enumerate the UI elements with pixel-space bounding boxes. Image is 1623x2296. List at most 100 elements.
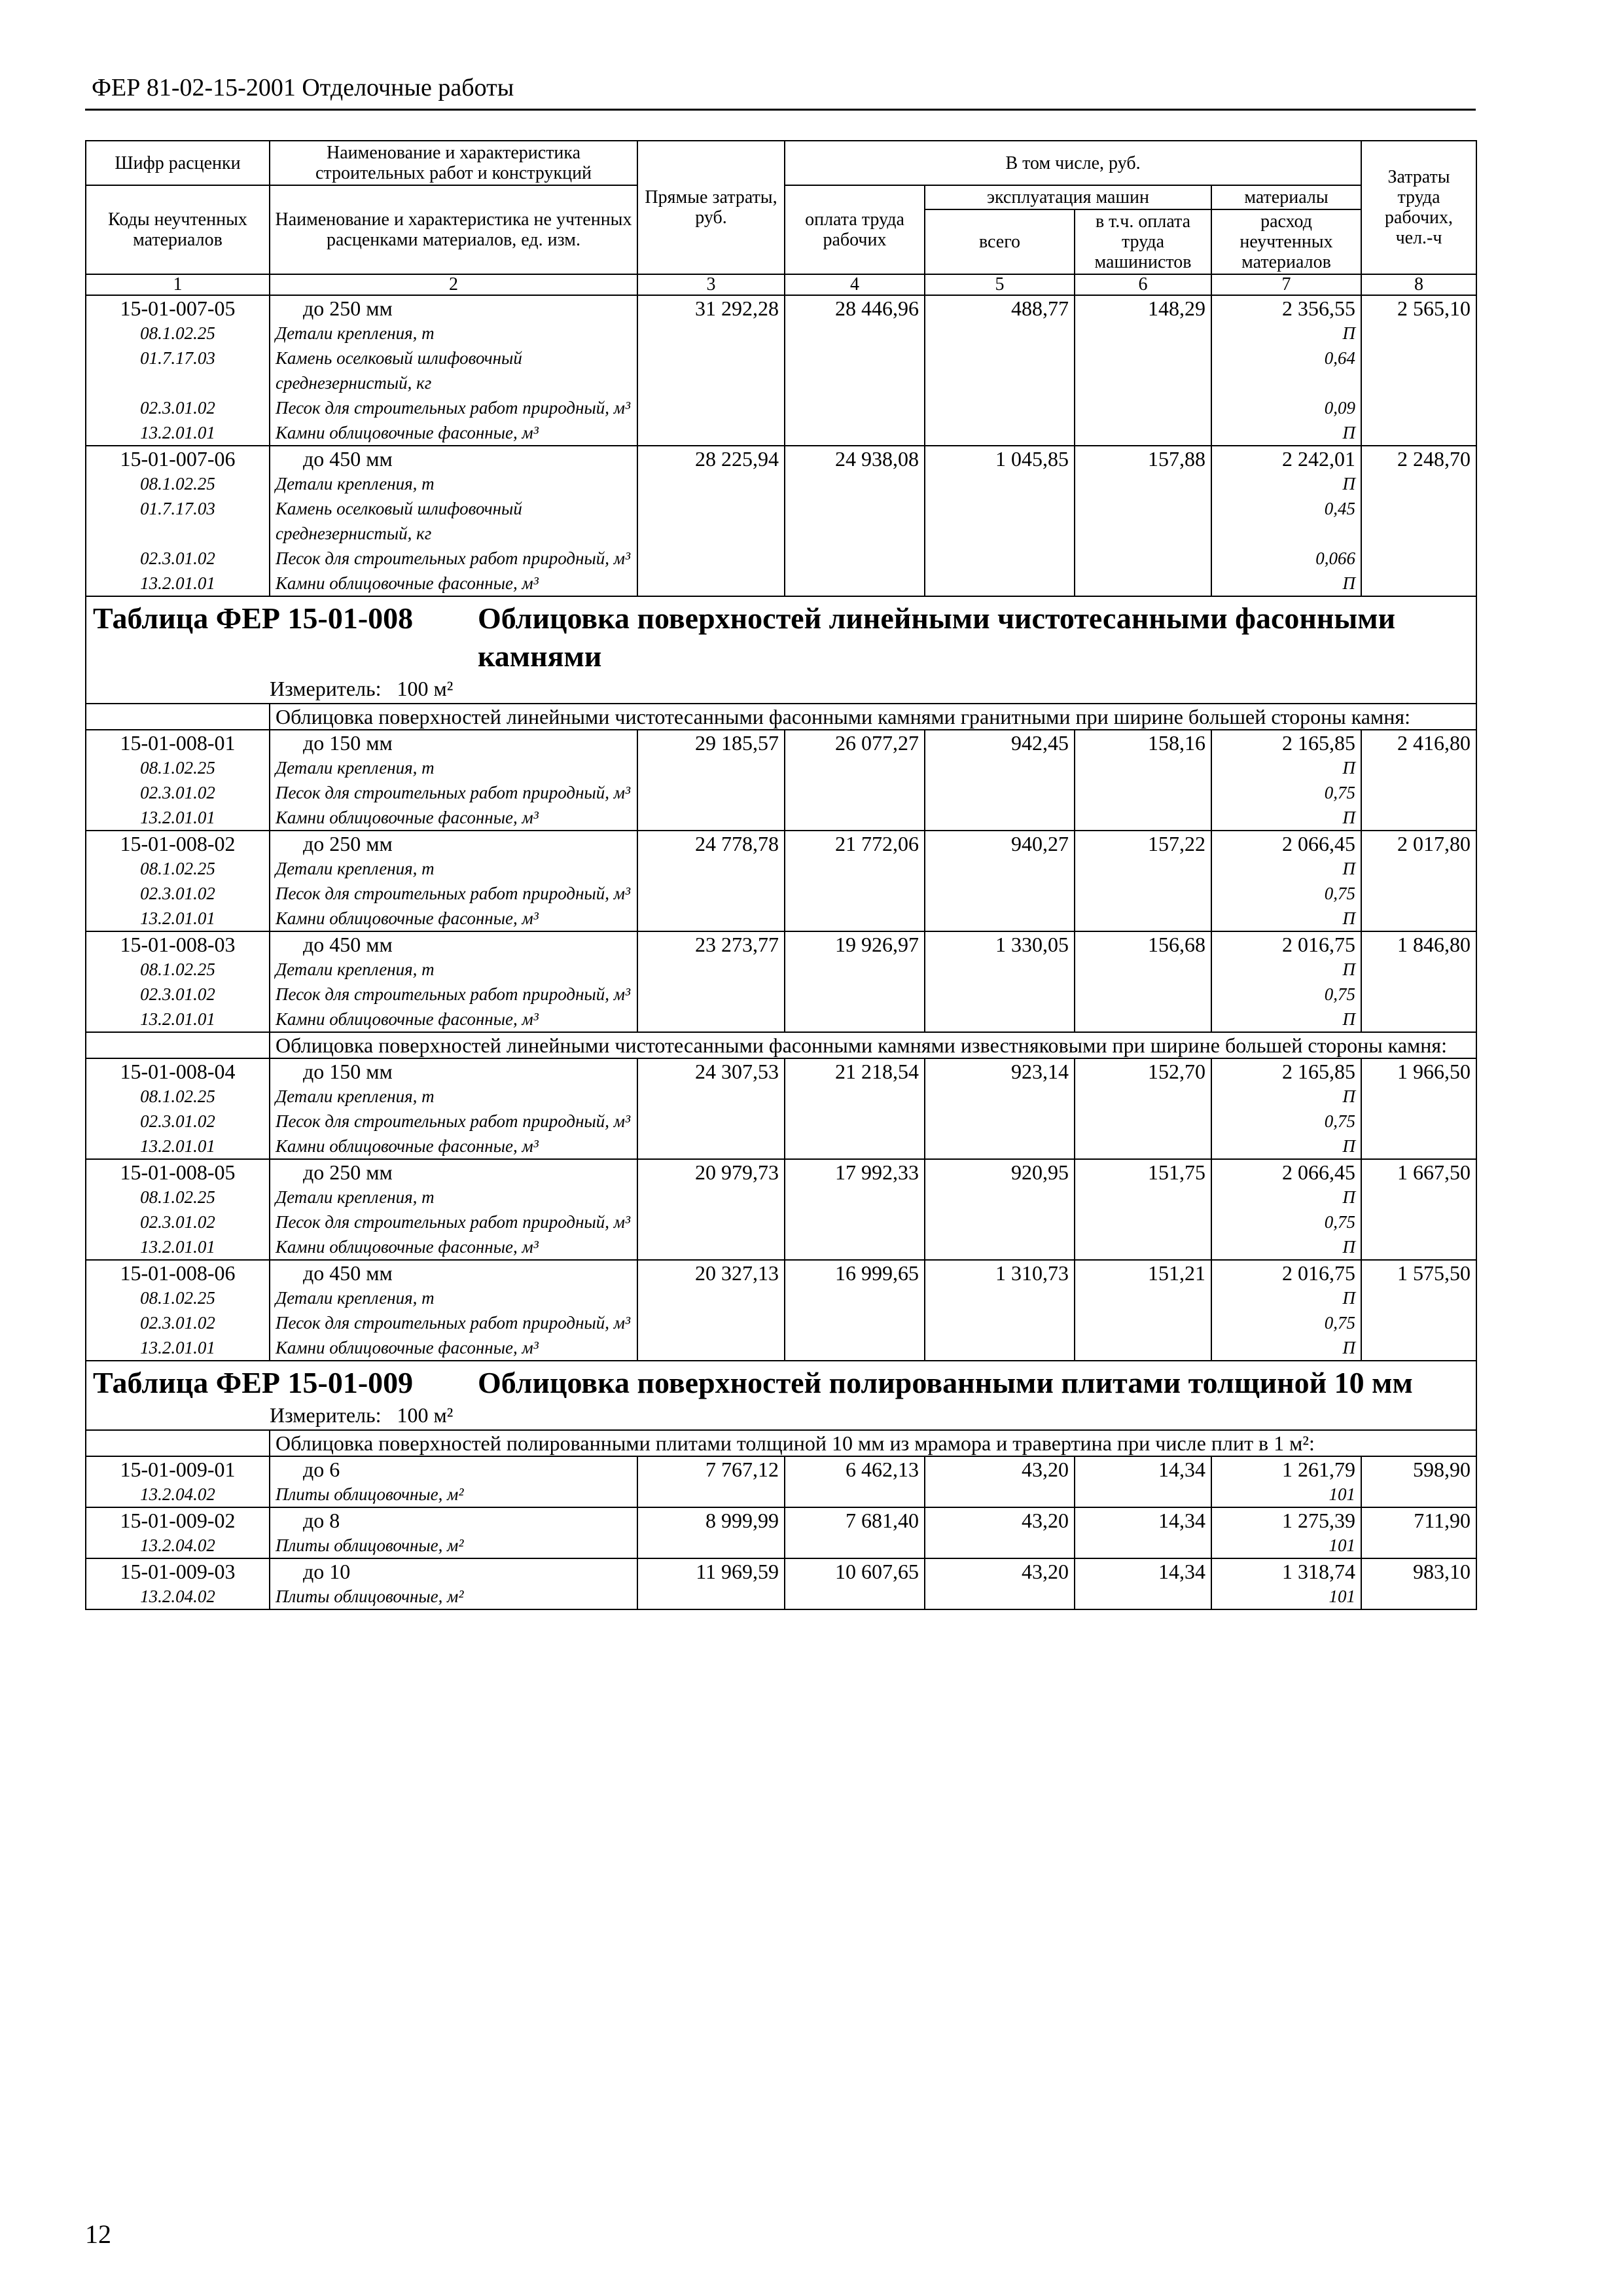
empty-cell [924, 856, 1075, 881]
header-row: всего в т.ч. оплата труда машинистов расхо… [86, 209, 1476, 275]
material-name: Детали крепления, т [269, 1185, 638, 1210]
empty-cell [1361, 780, 1478, 805]
material-name: Песок для строительных работ природный, … [269, 982, 638, 1007]
material-code: 01.7.17.03 [85, 496, 270, 546]
empty-cell [637, 1109, 785, 1134]
material-consumption: 0,75 [1210, 881, 1363, 906]
header-cell: В том числе, руб. [783, 140, 1363, 186]
material-consumption: П [1210, 1335, 1363, 1361]
material-name: Камни облицовочные фасонные, м³ [269, 1134, 638, 1159]
header-cell: материалы [1210, 185, 1363, 210]
empty-cell [1074, 1285, 1212, 1310]
rate-value: 21 218,54 [784, 1058, 925, 1084]
column-number: 8 [1361, 274, 1478, 296]
empty-cell [637, 420, 785, 446]
note-row: Облицовка поверхностей линейными чистоте… [85, 1031, 1478, 1058]
empty-cell [784, 1109, 925, 1134]
material-consumption: 0,75 [1210, 780, 1363, 805]
material-row: 13.2.01.01 Камни облицовочные фасонные, м… [85, 1007, 1478, 1032]
empty-cell [1074, 881, 1212, 906]
empty-cell [85, 1429, 270, 1456]
material-row: 13.2.01.01 Камни облицовочные фасонные, м… [85, 1335, 1478, 1361]
empty-cell [784, 1310, 925, 1335]
rate-code: 15-01-007-05 [85, 295, 270, 321]
rate-row: 15-01-008-04 до 150 мм 24 307,53 21 218,54 9… [85, 1058, 1478, 1084]
empty-cell [1361, 881, 1478, 906]
rate-value: 1 045,85 [924, 445, 1075, 471]
empty-cell [924, 1210, 1075, 1234]
material-consumption: П [1210, 471, 1363, 496]
empty-cell [1361, 755, 1478, 780]
empty-cell [924, 420, 1075, 446]
empty-cell [784, 1084, 925, 1109]
rate-value: 1 310,73 [924, 1259, 1075, 1285]
material-row: 02.3.01.02 Песок для строительных работ п… [85, 395, 1478, 420]
material-consumption: П [1210, 1084, 1363, 1109]
material-name: Песок для строительных работ природный, … [269, 1210, 638, 1234]
empty-cell [784, 1584, 925, 1610]
empty-cell [784, 1533, 925, 1558]
rate-value: 2 248,70 [1361, 445, 1478, 471]
empty-cell [784, 546, 925, 571]
empty-cell [924, 395, 1075, 420]
rate-value: 28 446,96 [784, 295, 925, 321]
table-title-row: Таблица ФЕР 15-01-009 Облицовка поверхнос… [84, 1360, 1478, 1431]
material-consumption: П [1210, 1007, 1363, 1032]
rate-value: 2 165,85 [1210, 729, 1363, 755]
empty-cell [1361, 1210, 1478, 1234]
column-number: 4 [784, 274, 925, 296]
empty-cell [1074, 982, 1212, 1007]
empty-cell [784, 957, 925, 982]
table-title: Таблица ФЕР 15-01-008 Облицовка поверхнос… [93, 600, 1469, 675]
empty-cell [637, 395, 785, 420]
header-cell: Коды неучтенных материалов [85, 185, 270, 275]
empty-cell [924, 881, 1075, 906]
material-row: 02.3.01.02 Песок для строительных работ п… [85, 1210, 1478, 1234]
price-table: Шифр расценки Наименование и характеристи… [84, 140, 1478, 1610]
rate-value: 17 992,33 [784, 1158, 925, 1185]
table-name: Облицовка поверхностей линейными чистоте… [478, 601, 1396, 673]
empty-cell [1074, 496, 1212, 546]
material-name: Песок для строительных работ природный, … [269, 1310, 638, 1335]
rate-value: 2 565,10 [1361, 295, 1478, 321]
empty-cell [784, 1482, 925, 1507]
material-consumption: 0,75 [1210, 1210, 1363, 1234]
material-name: Детали крепления, т [269, 755, 638, 780]
material-consumption: 0,64 [1210, 346, 1363, 395]
column-number: 7 [1210, 274, 1363, 296]
empty-cell [637, 957, 785, 982]
material-row: 02.3.01.02 Песок для строительных работ п… [85, 1109, 1478, 1134]
empty-cell [1074, 571, 1212, 596]
rate-value: 10 607,65 [784, 1558, 925, 1584]
rate-value: 1 330,05 [924, 931, 1075, 957]
empty-cell [1361, 1533, 1478, 1558]
empty-cell [637, 1210, 785, 1234]
material-row: 02.3.01.02 Песок для строительных работ п… [85, 1310, 1478, 1335]
material-name: Камни облицовочные фасонные, м³ [269, 1007, 638, 1032]
rate-name: до 250 мм [269, 295, 638, 321]
material-name: Детали крепления, т [269, 1084, 638, 1109]
material-code: 13.2.01.01 [85, 1007, 270, 1032]
rate-name: до 8 [269, 1507, 638, 1533]
rate-value: 158,16 [1074, 729, 1212, 755]
empty-cell [1074, 1185, 1212, 1210]
material-code: 13.2.01.01 [85, 805, 270, 831]
rate-value: 19 926,97 [784, 931, 925, 957]
rate-value: 157,88 [1074, 445, 1212, 471]
empty-cell [924, 321, 1075, 346]
empty-cell [1361, 957, 1478, 982]
rate-value: 942,45 [924, 729, 1075, 755]
empty-cell [1361, 1310, 1478, 1335]
material-name: Песок для строительных работ природный, … [269, 881, 638, 906]
material-consumption: 0,75 [1210, 1109, 1363, 1134]
material-name: Детали крепления, т [269, 957, 638, 982]
rate-value: 6 462,13 [784, 1456, 925, 1482]
material-consumption: П [1210, 321, 1363, 346]
empty-cell [924, 780, 1075, 805]
material-name: Плиты облицовочные, м² [269, 1584, 638, 1610]
material-row: 08.1.02.25 Детали крепления, т П [85, 1285, 1478, 1310]
material-code: 13.2.01.01 [85, 906, 270, 931]
empty-cell [784, 1185, 925, 1210]
